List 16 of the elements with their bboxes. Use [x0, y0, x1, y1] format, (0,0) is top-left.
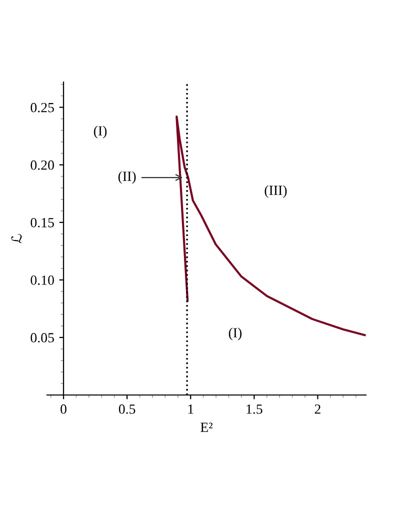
y-tick-label: 0.25 — [30, 102, 54, 112]
x-tick-label: 0 — [60, 404, 66, 414]
y-tick-label: 0.20 — [30, 160, 54, 170]
annotation: (II) — [118, 171, 136, 184]
x-tick-label: 0.5 — [118, 404, 136, 414]
annotation: (I) — [94, 126, 107, 138]
annotation: (III) — [264, 185, 287, 198]
x-tick-label: 1 — [188, 404, 194, 414]
y-tick-label: 0.05 — [30, 333, 54, 342]
y-axis-title: ℒ — [11, 234, 22, 244]
annotation: (I) — [228, 328, 242, 340]
x-tick-label: 2 — [314, 404, 320, 414]
y-tick-label: 0.10 — [30, 276, 54, 285]
x-axis-title: E² — [200, 422, 213, 432]
y-tick-label: 0.15 — [30, 218, 54, 228]
x-tick-label: 1.5 — [246, 404, 262, 414]
